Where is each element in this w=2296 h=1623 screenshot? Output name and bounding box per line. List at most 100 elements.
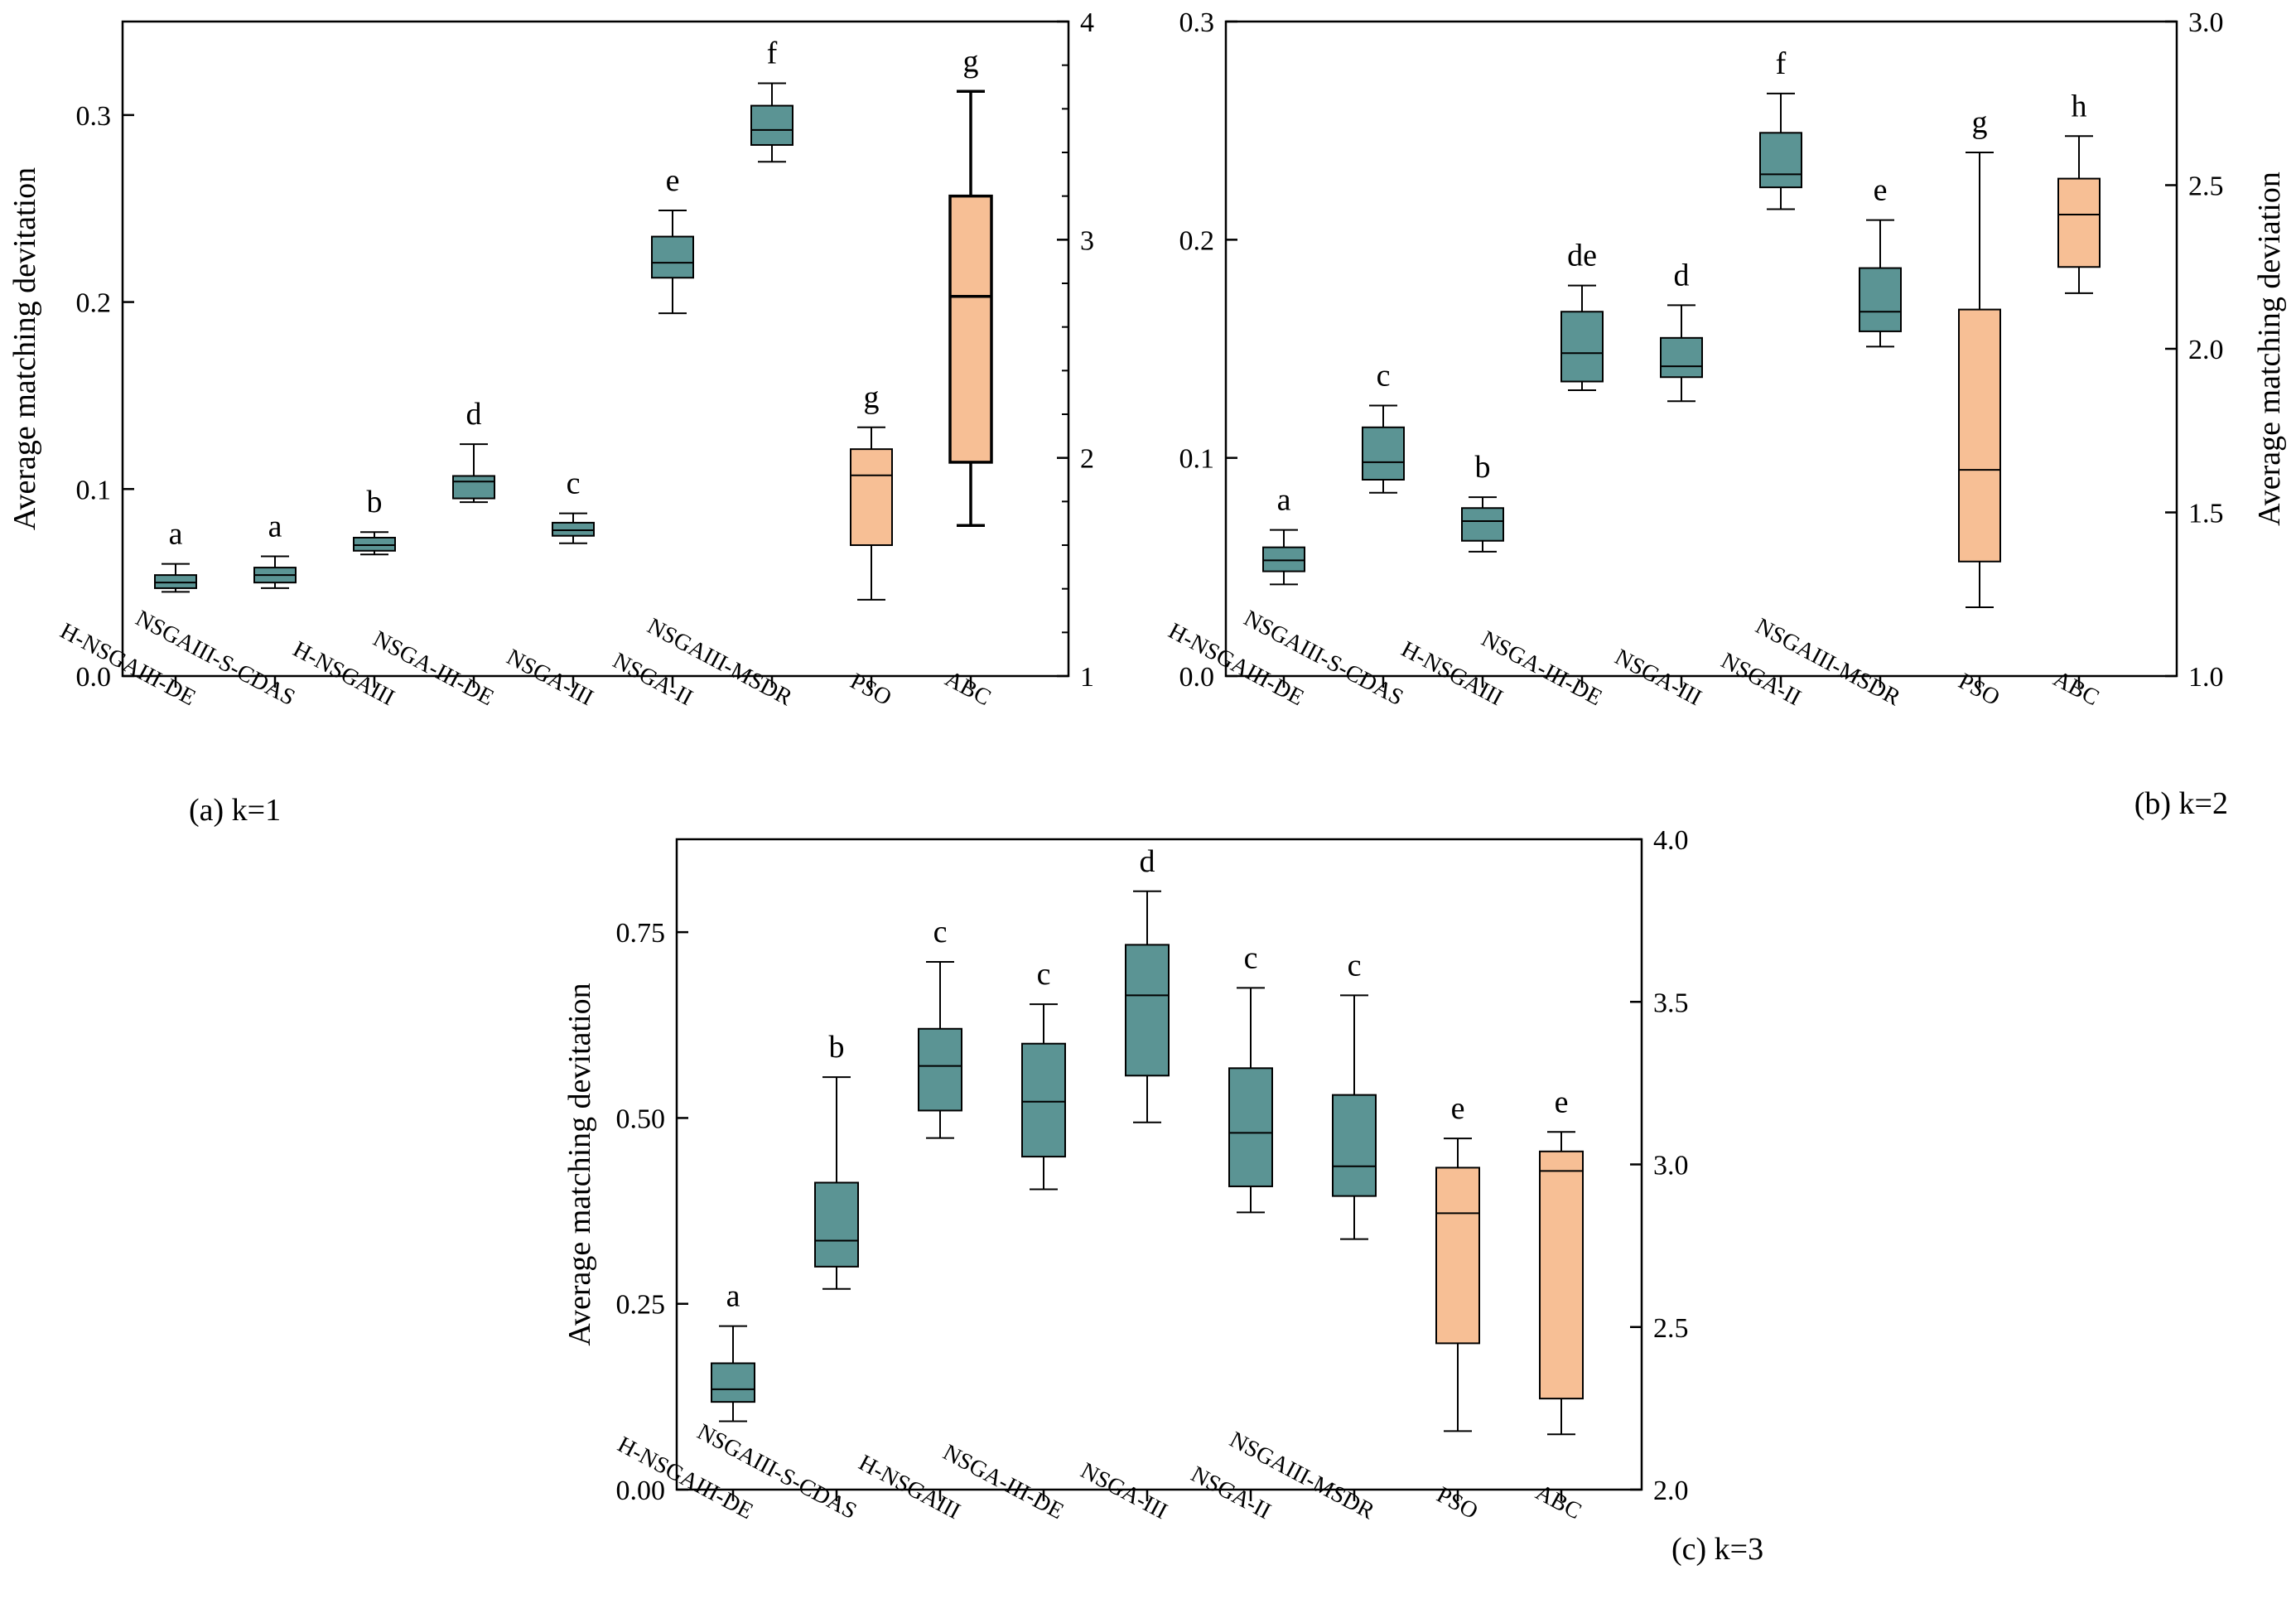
- panel-c-box-7-letter: e: [1451, 1091, 1465, 1126]
- panel-b-ylabel: Average matching deviation: [2252, 171, 2287, 526]
- panel-a-box-4: [552, 521, 595, 537]
- panel-a-box-7-letter: g: [864, 380, 880, 415]
- panel-b-category-label: NSGAIII-S-CDAS: [1240, 606, 1408, 711]
- panel-a-box-8: [948, 194, 993, 464]
- panel-a-ytick-label: 0.1: [76, 475, 112, 505]
- panel-c-category-label: NSGA-III: [1076, 1458, 1171, 1525]
- panel-c-box-3: [1021, 1042, 1066, 1158]
- panel-b-box-1-letter: c: [1377, 358, 1391, 393]
- panel-c-box-3-letter: c: [1037, 957, 1051, 992]
- panel-a-plot-frame: [121, 20, 1070, 678]
- panel-a-box-6-letter: f: [767, 36, 778, 70]
- panel-c-category-label: NSGA-II: [1187, 1461, 1276, 1524]
- panel-a-category-label: NSGAIII-S-CDAS: [132, 606, 300, 711]
- panel-c-ytick-label: 0.00: [616, 1476, 666, 1506]
- panel-b-category-label: ABC: [2049, 666, 2103, 711]
- panel-b-box-5-letter: f: [1776, 46, 1787, 81]
- panel-b-box-1: [1362, 426, 1405, 481]
- panel-a-box-5-letter: e: [666, 163, 680, 198]
- panel-c-ytick-label: 0.50: [616, 1104, 666, 1134]
- panel-b-y2tick-label: 1.5: [2188, 499, 2224, 529]
- panel-b-y2tick-label: 3.0: [2188, 7, 2224, 38]
- panel-b-box-8-letter: h: [2072, 89, 2087, 123]
- panel-a-y2tick-label: 4: [1080, 7, 1094, 38]
- panel-c-category-label: PSO: [1432, 1482, 1482, 1524]
- panel-b-box-8: [2057, 177, 2101, 268]
- panel-a-box-5: [651, 235, 694, 279]
- panel-a-box-0-letter: a: [169, 517, 183, 552]
- panel-c-box-0-letter: a: [726, 1279, 740, 1314]
- panel-b-box-6-letter: e: [1874, 173, 1888, 208]
- panel-c-box-5-letter: c: [1244, 940, 1258, 975]
- panel-b-category-label: NSGA-III: [1610, 645, 1705, 712]
- panel-c-box-1: [814, 1181, 859, 1268]
- panel-a-ylabel: Average matching devitation: [7, 167, 42, 530]
- panel-b-box-4-letter: d: [1674, 258, 1690, 292]
- panel-c-y2tick-label: 2.0: [1653, 1476, 1689, 1506]
- panel-a-box-0: [154, 574, 197, 589]
- panel-b-y2tick-label: 2.5: [2188, 171, 2224, 202]
- panel-c-y2tick-label: 3.0: [1653, 1151, 1689, 1181]
- panel-c-y2tick-label: 2.5: [1653, 1313, 1689, 1344]
- panel-b-box-5: [1759, 132, 1802, 189]
- panel-c-box-4: [1125, 944, 1170, 1077]
- panel-a-ytick-label: 0.3: [76, 101, 112, 132]
- panel-b-ytick-label: 0.1: [1179, 444, 1215, 475]
- panel-a-label: (a) k=1: [189, 793, 281, 828]
- panel-c-box-7: [1435, 1167, 1480, 1345]
- panel-b-category-label: PSO: [1954, 669, 2004, 711]
- panel-c-box-2-letter: c: [933, 915, 948, 949]
- panel-c-ylabel: Average matching devitation: [562, 983, 597, 1345]
- panel-a-box-1-letter: a: [268, 510, 282, 544]
- panel-b-box-2: [1461, 507, 1504, 542]
- panel-a-y2tick-label: 1: [1080, 662, 1094, 693]
- panel-a-box-2: [353, 536, 396, 552]
- panel-c-box-2: [918, 1027, 962, 1112]
- panel-c-category-label: ABC: [1531, 1480, 1585, 1524]
- panel-c-box-5: [1228, 1067, 1273, 1187]
- panel-b-y2tick-label: 1.0: [2188, 662, 2224, 693]
- panel-b-box-2-letter: b: [1475, 450, 1491, 485]
- panel-a-ytick-label: 0.0: [76, 662, 112, 693]
- panel-a-box-3: [452, 475, 495, 500]
- panel-a-box-2-letter: b: [367, 485, 383, 519]
- panel-b-box-4: [1660, 336, 1703, 379]
- panel-c-box-8: [1539, 1150, 1584, 1400]
- panel-b-ytick-label: 0.3: [1179, 7, 1215, 38]
- panel-b-box-6: [1859, 267, 1902, 332]
- panel-a-category-label: NSGA-III: [502, 645, 597, 712]
- panel-b-ytick-label: 0.2: [1179, 225, 1215, 256]
- panel-a-y2tick-label: 2: [1080, 444, 1094, 475]
- panel-b-box-7-letter: g: [1972, 105, 1988, 140]
- panel-b-y2tick-label: 2.0: [2188, 335, 2224, 365]
- panel-b-box-0-letter: a: [1277, 483, 1291, 518]
- panel-c-y2tick-label: 4.0: [1653, 825, 1689, 856]
- panel-a-box-7: [850, 448, 893, 547]
- panel-c-ytick-label: 0.75: [616, 918, 666, 949]
- panel-a-box-4-letter: c: [567, 466, 581, 501]
- panel-b-box-3: [1560, 311, 1604, 383]
- panel-c-y2tick-label: 3.5: [1653, 988, 1689, 1018]
- panel-b-box-3-letter: de: [1567, 239, 1597, 273]
- panel-b-box-7: [1958, 308, 2001, 563]
- panel-b-ytick-label: 0.0: [1179, 662, 1215, 693]
- panel-c-ytick-label: 0.25: [616, 1290, 666, 1321]
- panel-c-box-1-letter: b: [829, 1030, 845, 1065]
- panel-c-box-6-letter: c: [1348, 948, 1362, 983]
- panel-a-category-label: PSO: [846, 669, 895, 711]
- panel-c-box-8-letter: e: [1555, 1084, 1569, 1119]
- panel-c-box-6: [1332, 1094, 1377, 1197]
- panel-c-box-4-letter: d: [1140, 844, 1155, 879]
- panel-c-box-0: [711, 1362, 755, 1403]
- panel-c-label: (c) k=3: [1671, 1532, 1763, 1567]
- panel-a-box-8-letter: g: [963, 44, 979, 79]
- panel-a-box-3-letter: d: [466, 397, 482, 432]
- panel-a-box-6: [750, 104, 793, 146]
- panel-c-plot-frame: [675, 838, 1643, 1491]
- panel-b-box-0: [1262, 546, 1305, 572]
- panel-a-ytick-label: 0.2: [76, 288, 112, 319]
- panel-b-label: (b) k=2: [2134, 786, 2228, 821]
- panel-a-category-label: ABC: [941, 666, 995, 711]
- panel-a-y2tick-label: 3: [1080, 225, 1094, 256]
